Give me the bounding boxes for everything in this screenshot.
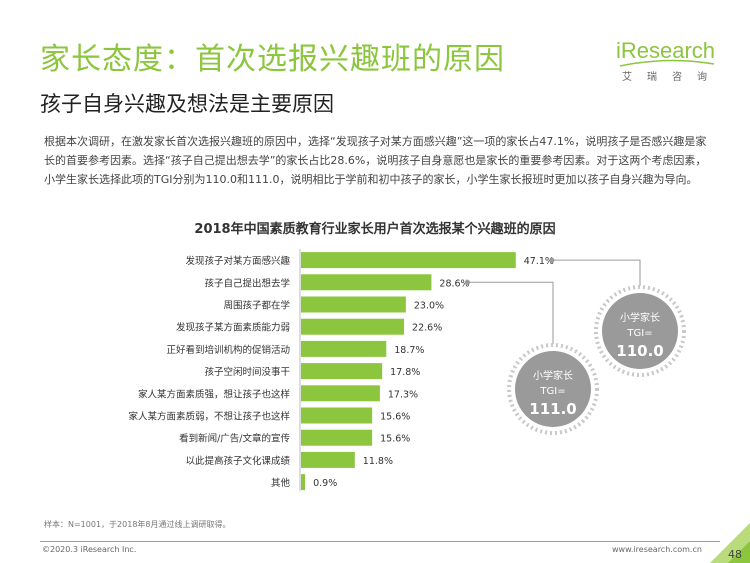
callout-metric: TGI= [539, 386, 565, 397]
category-label: 正好看到培训机构的促销活动 [166, 344, 290, 356]
category-label: 其他 [271, 477, 291, 489]
value-label: 28.6% [439, 278, 469, 289]
value-label: 22.6% [412, 323, 442, 334]
value-label: 17.3% [388, 389, 418, 400]
bar [301, 318, 405, 335]
page-title: 家长态度：首次选报兴趣班的原因 [40, 42, 505, 77]
category-label: 家人某方面素质强，想让孩子也这样 [138, 388, 290, 400]
bar [301, 252, 516, 269]
logo-chinese: 艾瑞咨询 [622, 72, 722, 83]
value-label: 15.6% [380, 434, 410, 445]
website-link[interactable]: www.iresearch.com.cn [612, 545, 702, 554]
bar [301, 474, 306, 491]
value-label: 18.7% [394, 345, 424, 356]
callout-value: 111.0 [529, 400, 576, 418]
category-label: 发现孩子对某方面感兴趣 [185, 255, 290, 267]
copyright: ©2020.3 iResearch Inc. [42, 545, 137, 554]
category-label: 看到新闻/广告/文章的宣传 [179, 433, 290, 445]
bar [301, 429, 373, 446]
bar [301, 363, 383, 380]
category-label: 家人某方面素质弱，不想让孩子也这样 [128, 411, 290, 423]
bar [301, 274, 432, 291]
page-number: 48 [728, 548, 742, 561]
connector-line [467, 281, 554, 344]
footer-divider [40, 541, 720, 542]
value-label: 23.0% [414, 301, 444, 312]
category-label: 孩子空闲时间没事干 [204, 366, 290, 378]
page-subtitle: 孩子自身兴趣及想法是主要原因 [40, 92, 334, 116]
value-label: 15.6% [380, 412, 410, 423]
callout-circle [515, 351, 591, 427]
bar [301, 296, 406, 313]
category-label: 发现孩子某方面素质能力弱 [176, 322, 290, 334]
bar [301, 451, 355, 468]
intro-paragraph: 根据本次调研，在激发家长首次选报兴趣班的原因中，选择“发现孩子对某方面感兴趣”这… [44, 135, 707, 186]
value-label: 17.8% [390, 367, 420, 378]
callout-label: 小学家长 [533, 369, 573, 382]
category-label: 孩子自己提出想去学 [204, 277, 290, 289]
callout-ring [507, 343, 599, 435]
callout-metric: TGI= [626, 328, 652, 339]
value-label: 11.8% [363, 456, 393, 467]
category-label: 周围孩子都在学 [223, 300, 290, 312]
bar [301, 340, 387, 357]
chart-title: 2018年中国素质教育行业家长用户首次选报某个兴趣班的原因 [194, 222, 556, 237]
category-label: 以此提高孩子文化课成绩 [185, 455, 290, 467]
corner-decoration-inner [728, 541, 750, 563]
value-label: 0.9% [313, 478, 337, 489]
bar [301, 407, 373, 424]
logo-swoosh-icon [619, 59, 715, 67]
bar [301, 385, 380, 402]
callout-value: 110.0 [616, 342, 663, 360]
connector-line [551, 259, 641, 286]
callout-label: 小学家长 [620, 311, 660, 324]
callout-ring [594, 285, 686, 377]
logo-wordmark: iResearch [616, 38, 716, 63]
sample-note: 样本：N=1001，于2018年8月通过线上调研取得。 [44, 520, 231, 529]
iresearch-logo: iResearch 艾瑞咨询 [616, 38, 716, 88]
callout-circle [602, 293, 678, 369]
value-label: 47.1% [524, 256, 554, 267]
